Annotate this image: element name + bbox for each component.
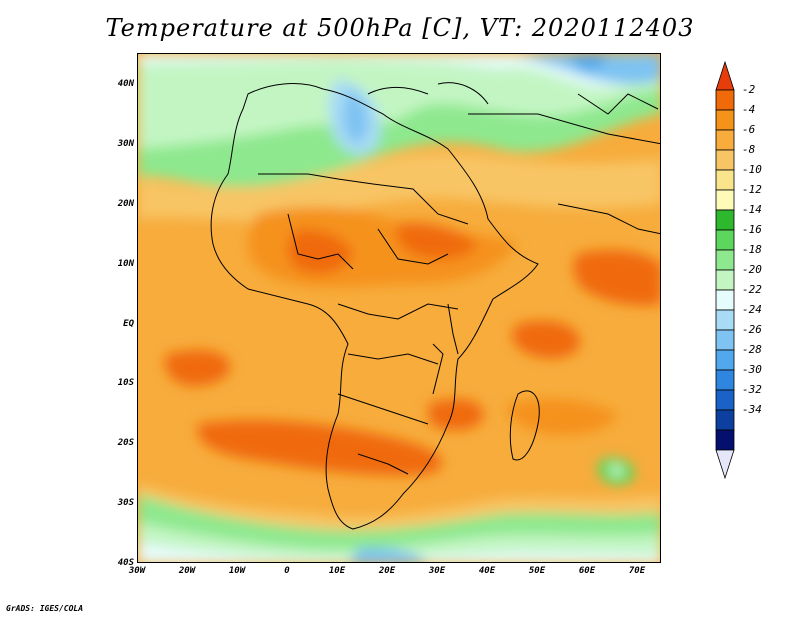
lat-label-20s: 20S xyxy=(117,438,134,448)
chart-title: Temperature at 500hPa [C], VT: 202011240… xyxy=(105,14,695,42)
colorbar-segment xyxy=(715,209,735,231)
colorbar-tick-label: -20 xyxy=(742,263,762,276)
colorbar-tick-label: -18 xyxy=(742,243,762,256)
colorbar-segment xyxy=(715,169,735,191)
colorbar-tick-label: -22 xyxy=(742,283,762,296)
colorbar-segment xyxy=(715,149,735,171)
credit-text: GrADS: IGES/COLA xyxy=(6,604,84,613)
colorbar-tick-label: -10 xyxy=(742,163,762,176)
colorbar-segment xyxy=(715,369,735,391)
colorbar-tick-label: -28 xyxy=(742,343,762,356)
lon-label-10w: 10W xyxy=(228,566,246,576)
colorbar xyxy=(715,60,735,480)
lat-label-10s: 10S xyxy=(117,378,134,388)
colorbar-segment xyxy=(715,129,735,151)
map-panel xyxy=(137,53,661,563)
lon-label-70e: 70E xyxy=(628,566,646,576)
colorbar-tick-label: -8 xyxy=(742,143,756,156)
colorbar-tick-label: -24 xyxy=(742,303,762,316)
colorbar-tick-label: -32 xyxy=(742,383,762,396)
lon-label-50e: 50E xyxy=(528,566,546,576)
colorbar-tick-label: -12 xyxy=(742,183,762,196)
lon-label-20w: 20W xyxy=(178,566,196,576)
lat-label-40n: 40N xyxy=(117,79,134,89)
lat-label-10n: 10N xyxy=(117,259,134,269)
colorbar-tick-label: -6 xyxy=(742,123,756,136)
colorbar-segment xyxy=(715,429,735,451)
lon-label-40e: 40E xyxy=(478,566,496,576)
colorbar-tick-label: -34 xyxy=(742,403,762,416)
colorbar-segment xyxy=(715,189,735,211)
temperature-field xyxy=(138,54,660,562)
colorbar-segment xyxy=(715,229,735,251)
lat-label-30n: 30N xyxy=(117,139,134,149)
lat-label-30s: 30S xyxy=(117,498,134,508)
colorbar-tick-label: -2 xyxy=(742,83,756,96)
colorbar-segment xyxy=(715,249,735,271)
colorbar-segment xyxy=(715,349,735,371)
colorbar-segment xyxy=(715,289,735,311)
lon-label-20e: 20E xyxy=(378,566,396,576)
colorbar-tick-label: -14 xyxy=(742,203,762,216)
colorbar-segment xyxy=(715,309,735,331)
colorbar-max-arrow xyxy=(715,60,735,91)
colorbar-tick-label: -4 xyxy=(742,103,756,116)
colorbar-segment xyxy=(715,329,735,351)
colorbar-tick-label: -26 xyxy=(742,323,762,336)
coastlines xyxy=(210,82,660,530)
lat-label-20n: 20N xyxy=(117,199,134,209)
colorbar-segment xyxy=(715,109,735,131)
lat-label-eq: EQ xyxy=(123,319,134,329)
colorbar-min-arrow xyxy=(715,449,735,480)
lon-label-0: 0 xyxy=(284,566,290,576)
colorbar-tick-label: -16 xyxy=(742,223,762,236)
lon-label-60e: 60E xyxy=(578,566,596,576)
lon-label-10e: 10E xyxy=(328,566,346,576)
lat-label-40s: 40S xyxy=(117,558,134,568)
colorbar-segment xyxy=(715,409,735,431)
colorbar-segment xyxy=(715,89,735,111)
colorbar-tick-label: -30 xyxy=(742,363,762,376)
colorbar-segment xyxy=(715,269,735,291)
colorbar-segment xyxy=(715,389,735,411)
lon-label-30e: 30E xyxy=(428,566,446,576)
lon-label-30w: 30W xyxy=(128,566,146,576)
